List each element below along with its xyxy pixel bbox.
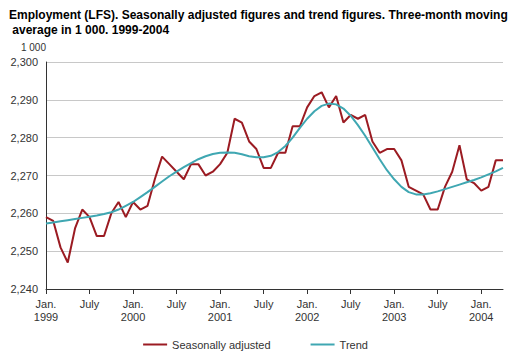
svg-text:Trend: Trend bbox=[340, 339, 368, 351]
svg-text:2001: 2001 bbox=[208, 311, 232, 323]
svg-text:2,250: 2,250 bbox=[10, 245, 38, 257]
svg-text:Jan.: Jan. bbox=[123, 298, 144, 310]
svg-text:July: July bbox=[167, 298, 187, 310]
svg-text:average in 1 000. 1999-2004: average in 1 000. 1999-2004 bbox=[9, 23, 169, 37]
svg-text:July: July bbox=[254, 298, 274, 310]
svg-text:2,240: 2,240 bbox=[10, 283, 38, 295]
svg-text:Jan.: Jan. bbox=[297, 298, 318, 310]
svg-text:Jan.: Jan. bbox=[384, 298, 405, 310]
svg-text:Jan.: Jan. bbox=[36, 298, 57, 310]
svg-text:1 000: 1 000 bbox=[21, 42, 46, 53]
svg-text:Jan.: Jan. bbox=[210, 298, 231, 310]
svg-text:1999: 1999 bbox=[34, 311, 58, 323]
svg-text:2,290: 2,290 bbox=[10, 94, 38, 106]
svg-text:Employment (LFS). Seasonally a: Employment (LFS). Seasonally adjusted fi… bbox=[9, 8, 508, 22]
svg-text:Jan.: Jan. bbox=[471, 298, 492, 310]
svg-text:July: July bbox=[428, 298, 448, 310]
svg-text:Seasonally adjusted: Seasonally adjusted bbox=[172, 339, 270, 351]
svg-text:July: July bbox=[341, 298, 361, 310]
svg-text:2,280: 2,280 bbox=[10, 132, 38, 144]
svg-text:2003: 2003 bbox=[382, 311, 406, 323]
svg-text:2002: 2002 bbox=[295, 311, 319, 323]
svg-text:2,300: 2,300 bbox=[10, 56, 38, 68]
svg-text:2000: 2000 bbox=[121, 311, 145, 323]
svg-text:2004: 2004 bbox=[469, 311, 493, 323]
svg-text:July: July bbox=[80, 298, 100, 310]
svg-text:2,260: 2,260 bbox=[10, 207, 38, 219]
svg-text:2,270: 2,270 bbox=[10, 170, 38, 182]
